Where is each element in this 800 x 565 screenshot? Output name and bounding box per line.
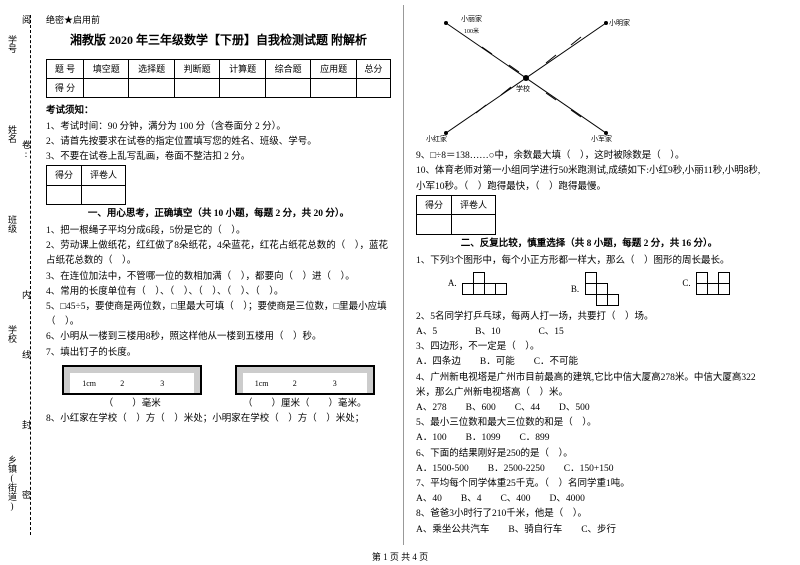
notice-2: 2、请首先按要求在试卷的指定位置填写您的姓名、班级、学号。 bbox=[46, 135, 391, 150]
sidebar-label-name: 姓名 bbox=[6, 125, 19, 143]
shape-c bbox=[697, 273, 730, 295]
score-th-4: 计算题 bbox=[220, 59, 265, 78]
s1-q10: 10、体育老师对第一小组同学进行50米跑测试,成绩如下:小红9秒,小丽11秒,小… bbox=[416, 164, 762, 194]
map-diagram: 小丽家 小明家 学校 小红家 小军家 100米 bbox=[416, 13, 636, 143]
mini-score-1: 得分评卷人 bbox=[46, 165, 126, 205]
s2-q5-opts: A．100 B．1099 C．899 bbox=[416, 431, 762, 446]
s1-q9: 9、□÷8＝138……○中，余数最大填（ ），这时被除数是（ ）。 bbox=[416, 149, 762, 164]
sidebar-dot-mi: 密 bbox=[20, 490, 33, 499]
s2-q4-opts: A、278 B、600 C、44 D、500 bbox=[416, 401, 762, 416]
s2-q8: 8、爸爸3小时行了210千米，他是（ ）。 bbox=[416, 507, 762, 522]
s1-q1: 1、把一根绳子平均分成6段，5份是它的（ ）。 bbox=[46, 224, 391, 239]
s1-q7: 7、填出钉子的长度。 bbox=[46, 346, 391, 361]
binding-sidebar: 学号 姓名 班级 学校 乡镇(街道) 阅 卷: 内 线 封 密 bbox=[0, 5, 34, 545]
s2-q3: 3、四边形，不一定是（ ）。 bbox=[416, 340, 762, 355]
section1-title: 一、用心思考，正确填空（共 10 小题，每题 2 分，共 20 分）。 bbox=[46, 207, 391, 222]
mini-score-2: 得分评卷人 bbox=[416, 195, 496, 235]
score-th-0: 题 号 bbox=[47, 59, 84, 78]
sidebar-dot-yue: 阅 bbox=[20, 15, 33, 24]
notice-1: 1、考试时间：90 分钟，满分为 100 分（含卷面分 2 分）。 bbox=[46, 120, 391, 135]
s1-q6: 6、小明从一楼到三楼用8秒，照这样他从一楼到五楼用（ ）秒。 bbox=[46, 330, 391, 345]
sidebar-label-class: 班级 bbox=[6, 215, 19, 233]
score-th-7: 总分 bbox=[356, 59, 390, 78]
sidebar-dot-nei: 内 bbox=[20, 290, 33, 299]
s1-q3: 3、在连位加法中，不管哪一位的数相加满（ ），都要向（ ）进（ ）。 bbox=[46, 270, 391, 285]
ruler1-answer: （ ）毫米 bbox=[62, 397, 202, 412]
s2-q1: 1、下列3个图形中，每个小正方形都一样大，那么（ ）图形的周长最长。 bbox=[416, 254, 762, 269]
sidebar-label-id: 学号 bbox=[6, 35, 19, 53]
diagram-label-0: 小丽家 bbox=[461, 14, 482, 23]
left-column: 绝密★启用前 湘教版 2020 年三年级数学【下册】自我检测试题 附解析 题 号… bbox=[34, 5, 404, 545]
diagram-label-3: 小红家 bbox=[426, 134, 447, 143]
dashed-fold-line bbox=[30, 15, 31, 535]
score-th-6: 应用题 bbox=[311, 59, 356, 78]
s2-q2-opts: A、5 B、10 C、15 bbox=[416, 325, 762, 340]
notice-3: 3、不要在试卷上乱写乱画，卷面不整洁扣 2 分。 bbox=[46, 150, 391, 165]
score-th-1: 填空题 bbox=[83, 59, 128, 78]
notice-title: 考试须知： bbox=[46, 104, 391, 119]
diagram-label-5: 100米 bbox=[464, 27, 479, 35]
shape-a bbox=[463, 273, 507, 295]
pentomino-row: A. B. C. bbox=[416, 273, 762, 306]
score-th-3: 判断题 bbox=[174, 59, 219, 78]
sidebar-label-school: 学校 bbox=[6, 325, 19, 343]
score-th-2: 选择题 bbox=[129, 59, 174, 78]
section2-title: 二、反复比较，慎重选择（共 8 小题，每题 2 分，共 16 分）。 bbox=[416, 237, 762, 252]
s1-q2: 2、劳动课上做纸花，红红做了8朵纸花，4朵蓝花，红花占纸花总数的（ ），蓝花占纸… bbox=[46, 239, 391, 269]
s2-q2: 2、5名同学打乒乓球，每两人打一场，共要打（ ）场。 bbox=[416, 310, 762, 325]
sidebar-dot-feng: 封 bbox=[20, 420, 33, 429]
sidebar-label-town: 乡镇(街道) bbox=[6, 455, 19, 511]
diagram-label-1: 小明家 bbox=[609, 18, 630, 27]
confidential-label: 绝密★启用前 bbox=[46, 13, 391, 27]
s1-q4: 4、常用的长度单位有（ ）、（ ）、（ ）、（ ）、（ ）。 bbox=[46, 285, 391, 300]
diagram-label-4: 小军家 bbox=[591, 134, 612, 143]
exam-title: 湘教版 2020 年三年级数学【下册】自我检测试题 附解析 bbox=[46, 31, 391, 50]
score-th-5: 综合题 bbox=[265, 59, 310, 78]
s2-q7-opts: A、40 B、4 C、400 D、4000 bbox=[416, 492, 762, 507]
s2-q5: 5、最小三位数和最大三位数的和是（ ）。 bbox=[416, 416, 762, 431]
right-column: 小丽家 小明家 学校 小红家 小军家 100米 9、□÷8＝138……○中，余数… bbox=[404, 5, 774, 545]
ruler-1: 1cm 2 3 bbox=[62, 365, 202, 395]
s2-q8-opts: A、乘坐公共汽车 B、骑自行车 C、步行 bbox=[416, 523, 762, 538]
s2-q3-opts: A．四条边 B．可能 C．不可能 bbox=[416, 355, 762, 370]
s2-q7: 7、平均每个同学体重25千克。（ ）名同学重1吨。 bbox=[416, 477, 762, 492]
shape-b bbox=[586, 273, 619, 306]
score-table: 题 号 填空题 选择题 判断题 计算题 综合题 应用题 总分 得 分 bbox=[46, 59, 391, 99]
s2-q6-opts: A．1500-500 B．2500-2250 C．150+150 bbox=[416, 462, 762, 477]
s1-q8: 8、小红家在学校（ ）方（ ）米处；小明家在学校（ ）方（ ）米处； bbox=[46, 412, 391, 427]
s1-q5: 5、□45÷5，要使商是两位数，□里最大可填（ ）；要使商是三位数，□里最小应填… bbox=[46, 300, 391, 330]
ruler2-answer: （ ）厘米（ ）毫米。 bbox=[235, 397, 375, 412]
diagram-label-2: 学校 bbox=[516, 84, 530, 93]
ruler-2: 1cm 2 3 bbox=[235, 365, 375, 395]
sidebar-dot-juan: 卷: bbox=[20, 140, 33, 159]
s2-q6: 6、下面的结果刚好是250的是（ ）。 bbox=[416, 447, 762, 462]
s2-q4: 4、广州新电视塔是广州市目前最高的建筑,它比中信大厦高278米。中信大厦高322… bbox=[416, 371, 762, 401]
page-footer: 第 1 页 共 4 页 bbox=[0, 550, 800, 563]
sidebar-dot-xian: 线 bbox=[20, 350, 33, 359]
score-row2-0: 得 分 bbox=[47, 78, 84, 97]
